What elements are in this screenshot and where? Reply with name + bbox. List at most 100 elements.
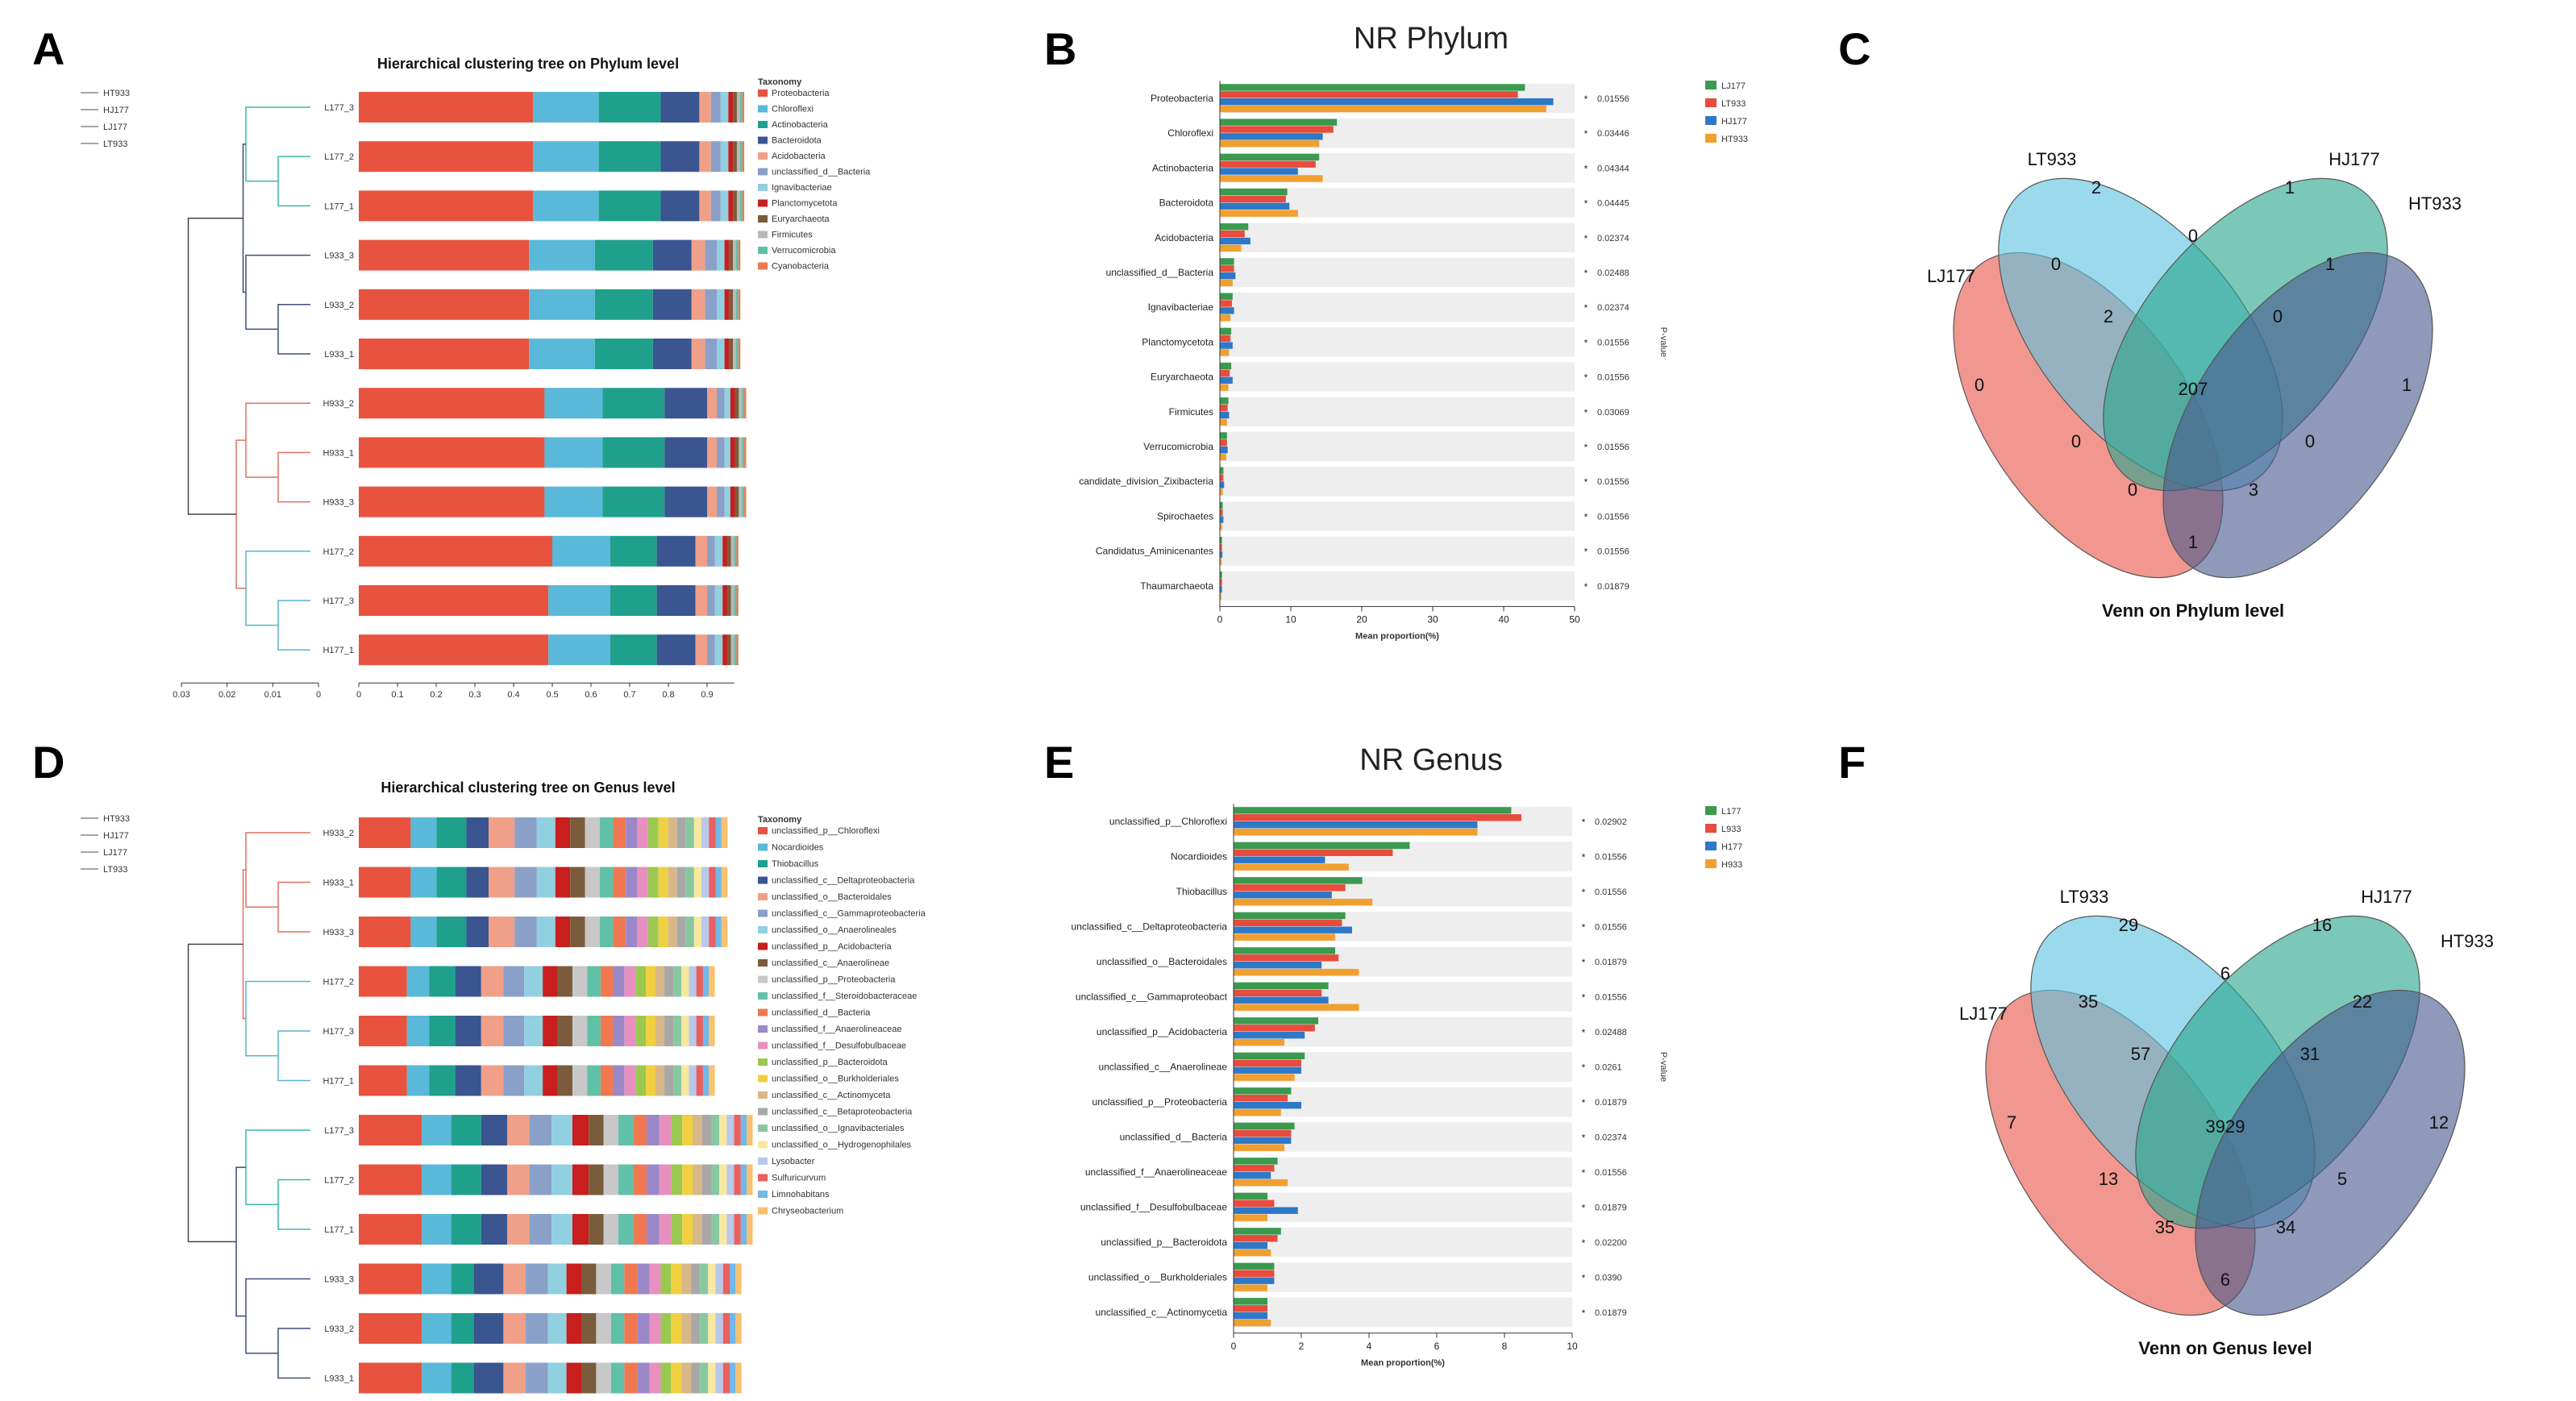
bar-segment [359, 634, 549, 666]
bar-segment [452, 1115, 481, 1145]
legend-swatch [1705, 806, 1717, 815]
bar-segment [701, 867, 710, 898]
row-bg [1220, 431, 1575, 462]
bar-segment [711, 1115, 720, 1145]
bar-segment [693, 817, 702, 848]
bar-segment [551, 1164, 572, 1195]
bar-segment [700, 1263, 709, 1295]
x-tick-label: 0.9 [701, 690, 713, 700]
category-label: Thiobacillus [1176, 886, 1227, 897]
bar-segment [728, 92, 734, 123]
venn-count: 16 [2312, 915, 2332, 935]
bar-segment [664, 966, 674, 997]
bar-segment [466, 867, 489, 898]
tree-legend-label: LT933 [103, 139, 127, 149]
venn-set-ht933 [2195, 989, 2466, 1316]
bar-segment [691, 1313, 701, 1344]
bar-l933 [1234, 1059, 1301, 1066]
venn-count: 1 [2188, 532, 2198, 552]
bar-segment [656, 634, 696, 666]
bar-segment [707, 388, 717, 419]
legend-label: Chloroflexi [772, 105, 814, 114]
bar-l177 [1234, 1192, 1267, 1200]
bar-segment [671, 1115, 683, 1145]
bar-segment [724, 289, 730, 320]
significance-star: * [1582, 887, 1586, 898]
bar-segment [624, 1065, 636, 1096]
row-bg [1220, 327, 1575, 357]
bar-segment [359, 867, 411, 898]
bar-lt933 [1220, 91, 1518, 98]
bar-segment [598, 92, 661, 123]
bar-segment [536, 867, 556, 898]
bar-h177 [1234, 892, 1332, 899]
bar-segment [742, 437, 745, 468]
sample-label: L177_1 [324, 1225, 354, 1235]
panel-label-b: B [1044, 23, 1076, 74]
legend-swatch [758, 136, 768, 144]
bar-segment [557, 966, 572, 997]
category-label: unclassified_c__Gammaproteobact [1076, 992, 1228, 1003]
bar-lj177 [1220, 432, 1227, 439]
p-value: 0.01556 [1595, 923, 1627, 933]
bar-segment [681, 966, 689, 997]
bar-segment [637, 917, 648, 947]
stacked-panel-d: Hierarchical clustering tree on Genus le… [81, 779, 926, 1394]
bar-segment [359, 486, 545, 518]
bar-segment [668, 917, 677, 947]
venn-count: 6 [2220, 963, 2230, 983]
bar-segment [659, 1214, 672, 1245]
bar-segment [735, 486, 739, 518]
bar-segment [744, 437, 747, 468]
bar-segment [544, 388, 603, 419]
bar-segment [740, 1115, 747, 1145]
bar-segment [736, 141, 740, 173]
bar-lt933 [1220, 126, 1334, 133]
bar-ht933 [1220, 523, 1222, 530]
row-bg [1220, 571, 1575, 601]
sample-label: H933_2 [323, 829, 354, 838]
bar-segment [660, 141, 700, 173]
category-label: Spirochaetes [1157, 510, 1213, 522]
bar-l933 [1234, 1129, 1292, 1137]
bar-segment [730, 535, 735, 567]
venn-count: 13 [2099, 1169, 2118, 1189]
bar-segment [566, 1362, 581, 1394]
bar-segment [410, 817, 437, 848]
legend-label: unclassified_o__Bacteroidales [772, 892, 892, 902]
legend-swatch [758, 1207, 768, 1215]
bar-ht933 [1220, 558, 1222, 565]
legend-label: Actinobacteria [772, 120, 829, 130]
bar-lj177 [1220, 118, 1338, 126]
bar-h933 [1234, 1038, 1284, 1046]
bar-l177 [1234, 1228, 1281, 1235]
bar-segment [730, 585, 735, 616]
legend-label: unclassified_c__Gammaproteobacteria [772, 909, 926, 919]
x-axis: 0 2 4 6 8 10 Mean proportion(%) P-value [1231, 804, 1668, 1368]
bar-segment [714, 634, 723, 666]
x-tick-label: 4 [1367, 1341, 1372, 1352]
bar-ht933 [1220, 140, 1320, 148]
sample-label: H177_3 [323, 1027, 354, 1037]
bar-lt933 [1220, 474, 1224, 481]
legend-swatch [758, 1058, 768, 1066]
bar-segment [735, 437, 739, 468]
bar-segment [724, 339, 730, 369]
legend-swatch [758, 231, 768, 239]
bar-segment [709, 1065, 715, 1096]
sample-label: L933_3 [324, 1275, 354, 1285]
bar-h933 [1234, 1108, 1281, 1116]
chart-title: NR Phylum [1354, 22, 1509, 56]
bar-segment [359, 190, 533, 222]
legend-label: unclassified_d__Bacteria [772, 168, 871, 177]
bar-segment [647, 817, 659, 848]
sample-label: L933_1 [324, 350, 354, 360]
legend-label: unclassified_c__Actinomyceta [772, 1091, 891, 1100]
bar-segment [736, 289, 739, 320]
x-axis-title: Mean proportion(%) [1355, 631, 1439, 641]
significance-star: * [1584, 94, 1588, 105]
bar-segment [544, 437, 603, 468]
bar-segment [647, 867, 659, 898]
venn-count: 0 [2273, 306, 2283, 326]
significance-star: * [1584, 337, 1588, 348]
